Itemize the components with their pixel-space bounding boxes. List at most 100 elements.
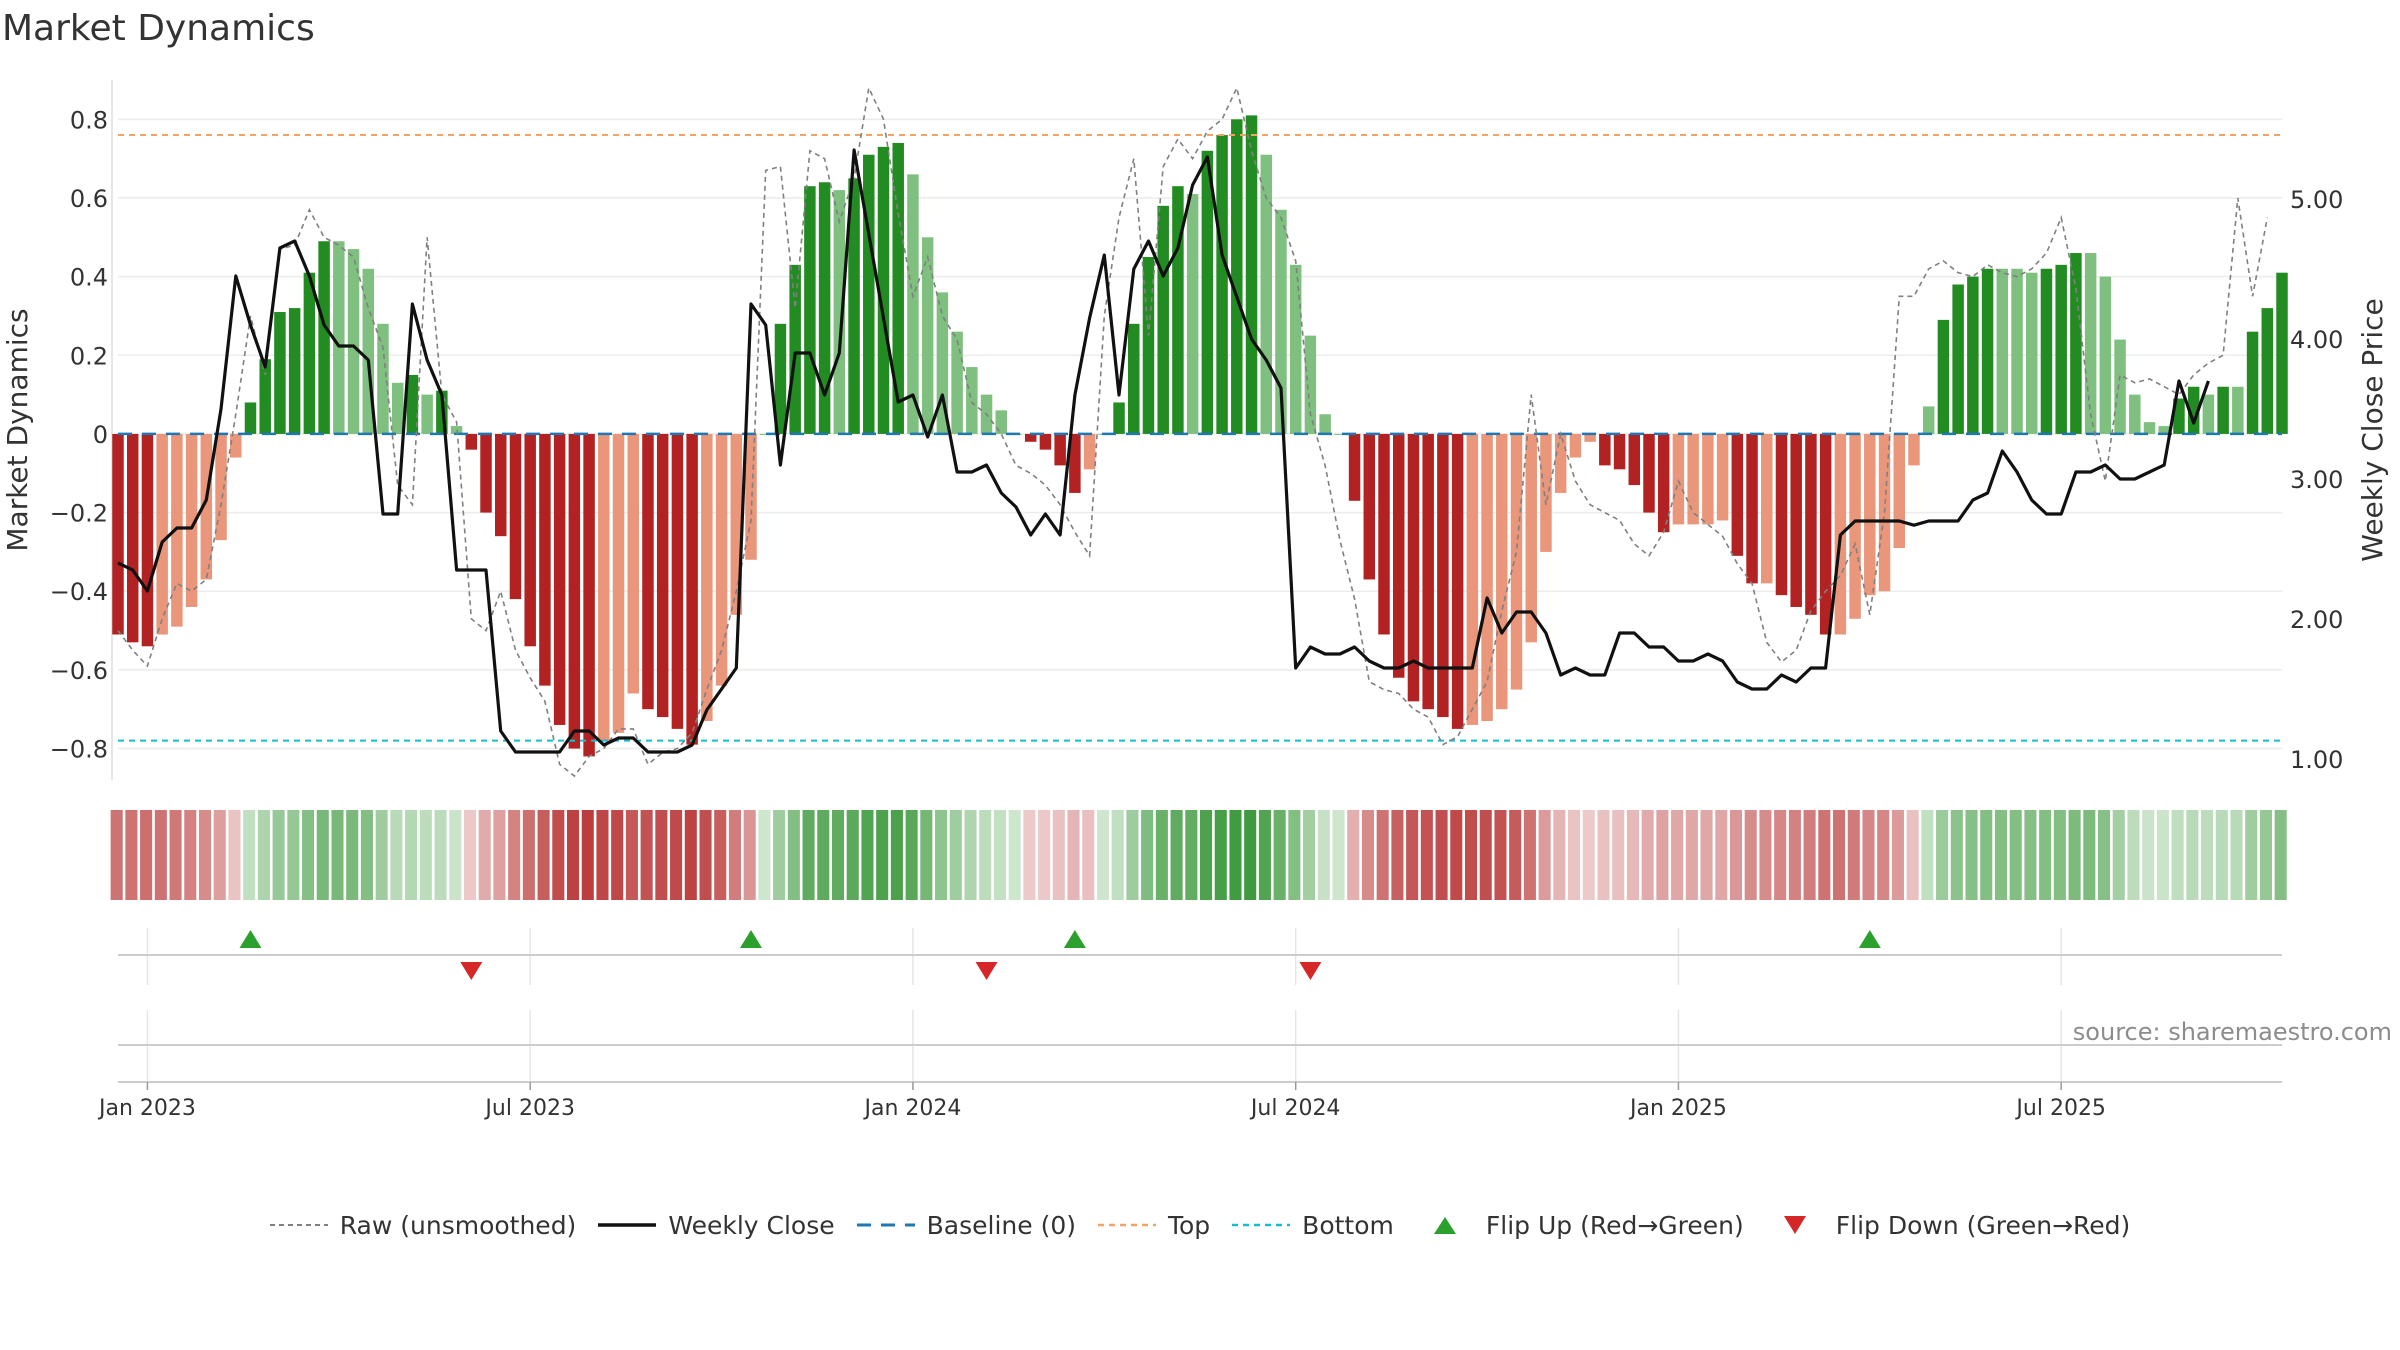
x-tick-label: Jan 2025	[1628, 1096, 1727, 1121]
heat-strip-cell	[2083, 810, 2096, 900]
dynamics-bar	[1142, 256, 1155, 434]
legend-item-raw: Raw (unsmoothed)	[269, 1211, 576, 1240]
dynamics-bar	[995, 410, 1008, 434]
legend-label: Flip Down (Green→Red)	[1835, 1210, 2131, 1240]
heat-strip-cell	[1332, 810, 1345, 900]
dynamics-bar	[1231, 119, 1243, 434]
heat-strip-cell	[1729, 810, 1743, 900]
heat-strip-cell	[449, 810, 462, 900]
flip-up-marker	[1063, 930, 1086, 948]
heat-strip-cell	[272, 810, 285, 900]
legend-swatch-close	[598, 1223, 657, 1227]
y2-axis-label: Weekly Close Price	[2356, 298, 2389, 561]
y-tick-label: 0	[93, 421, 108, 449]
dynamics-bar	[288, 308, 301, 434]
dynamics-bar	[598, 433, 610, 741]
dynamics-bar	[1496, 433, 1508, 710]
heat-strip-cell	[611, 810, 624, 900]
legend-swatch-flip-down	[1783, 1216, 1806, 1234]
flip-down-marker	[975, 962, 998, 980]
heat-strip-cell	[1965, 810, 1978, 900]
dynamics-bar	[1657, 433, 1670, 533]
y2-tick-label: 2.00	[2290, 606, 2343, 634]
dynamics-bar	[2261, 308, 2274, 434]
dynamics-bar	[1643, 433, 1655, 513]
heat-strip-cell	[2127, 810, 2140, 900]
heat-strip-cell	[714, 810, 727, 900]
dynamics-bar	[2143, 422, 2156, 434]
heat-strip-cell	[1111, 810, 1124, 900]
heat-strip-cell	[1891, 810, 1904, 900]
heat-strip-cell	[787, 810, 800, 900]
heat-strip-cell	[1347, 810, 1360, 900]
dynamics-bar	[185, 433, 198, 607]
legend-label: Bottom	[1302, 1210, 1394, 1240]
heat-strip-cell	[1612, 810, 1625, 900]
source-note: source: sharemaestro.com	[2072, 1018, 2392, 1046]
dynamics-bar	[2084, 253, 2097, 434]
heat-strip-cell	[346, 810, 359, 900]
heat-strip-cell	[920, 810, 933, 900]
dynamics-bar	[1510, 433, 1523, 690]
legend-swatch-bottom	[1232, 1223, 1291, 1227]
y2-tick-label: 3.00	[2290, 466, 2343, 494]
x-tick-label: Jan 2024	[862, 1096, 961, 1121]
dynamics-bar	[391, 382, 404, 434]
heat-strip-cell	[1626, 810, 1639, 900]
dynamics-bar	[951, 331, 963, 434]
dynamics-bar	[1967, 276, 1979, 434]
heat-strip-cell	[1214, 810, 1227, 900]
heat-strip-cell	[2009, 810, 2022, 900]
heat-strip-cell	[1464, 810, 1478, 900]
heat-strip-cell	[213, 810, 226, 900]
heat-strip-cell	[1862, 810, 1875, 900]
heat-strip-cell	[1170, 810, 1183, 900]
heat-strip-cell	[1126, 810, 1139, 900]
dynamics-bar	[1304, 335, 1317, 434]
dynamics-bar	[333, 241, 345, 434]
legend-label: Baseline (0)	[926, 1210, 1076, 1240]
heat-strip-cell	[1008, 810, 1021, 900]
dynamics-bar	[2232, 386, 2244, 434]
dynamics-bar	[1687, 433, 1699, 525]
dynamics-bar	[524, 433, 536, 647]
heat-strip-cell	[140, 810, 153, 900]
dynamics-bar	[1952, 284, 1964, 434]
dynamics-bar	[1186, 194, 1199, 434]
heat-strip-cell	[728, 810, 741, 900]
dynamics-bar	[1069, 433, 1081, 493]
chart-legend: Raw (unsmoothed) Weekly Close Baseline (0)…	[0, 1205, 2400, 1245]
heat-strip-cell	[1906, 810, 1919, 900]
heat-strip-cell	[434, 810, 447, 900]
dynamics-bar	[804, 186, 816, 434]
legend-label: Flip Up (Red→Green)	[1485, 1210, 1744, 1240]
dynamics-bar	[642, 433, 654, 710]
heat-strip-cell	[861, 810, 874, 900]
dynamics-bar	[2099, 276, 2112, 434]
dynamics-bar	[2011, 268, 2023, 434]
dynamics-bar	[627, 433, 639, 694]
heat-strip-cell	[1096, 810, 1110, 900]
heat-strip-cell	[1023, 810, 1036, 900]
dynamics-bar	[715, 433, 728, 686]
x-tick-label: Jul 2023	[483, 1096, 575, 1121]
dynamics-bar	[1275, 209, 1287, 434]
dynamics-bar	[141, 433, 154, 647]
heat-strip-cell	[2112, 810, 2125, 900]
dynamics-bar	[656, 433, 669, 718]
heat-strip-cell	[302, 810, 315, 900]
heat-strip-cell	[463, 810, 477, 900]
y-tick-label: 0.6	[70, 185, 108, 213]
dynamics-bar	[1348, 433, 1361, 501]
heat-strip-cell	[670, 810, 683, 900]
heat-strip-cell	[1921, 810, 1934, 900]
heat-strip-cell	[2230, 810, 2243, 900]
heat-strip-cell	[2024, 810, 2037, 900]
dynamics-bar	[892, 142, 904, 434]
dynamics-bar	[936, 292, 949, 434]
heat-strip-cell	[935, 810, 948, 900]
dynamics-bar	[877, 146, 890, 434]
heat-strip-cell	[1435, 810, 1448, 900]
legend-label: Top	[1167, 1210, 1211, 1240]
